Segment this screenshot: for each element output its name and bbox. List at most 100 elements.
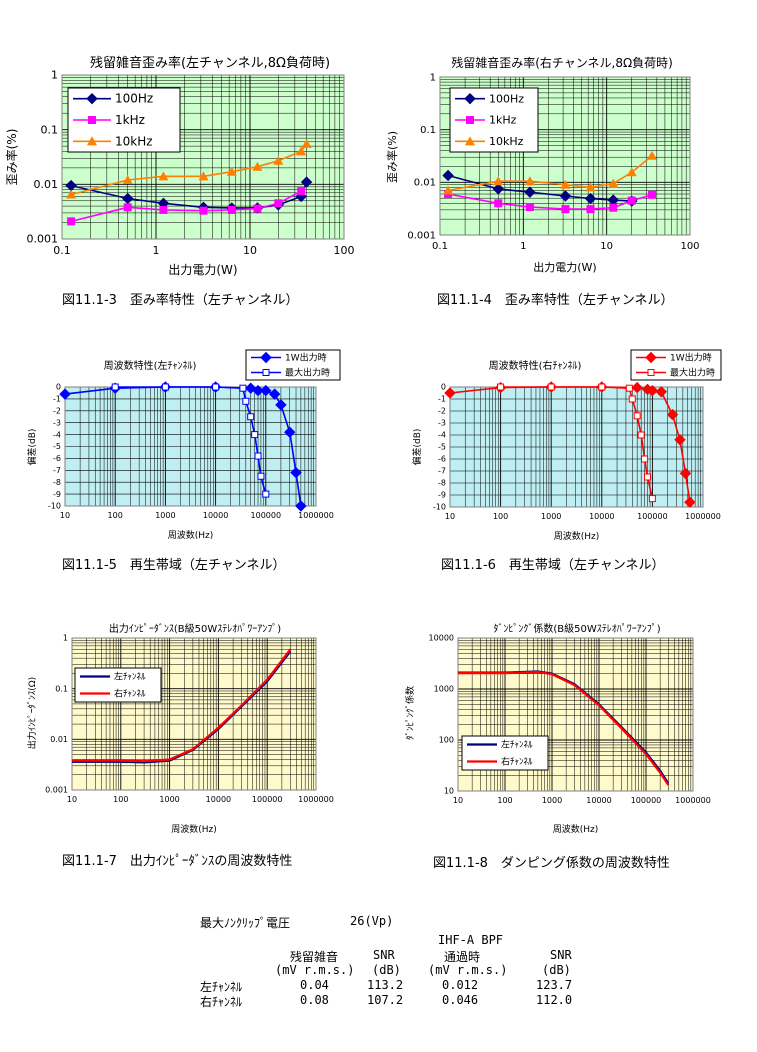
data-point xyxy=(655,386,668,398)
legend-label: 右ﾁｬﾝﾈﾙ xyxy=(501,756,533,768)
legend-label: 右ﾁｬﾝﾈﾙ xyxy=(114,688,146,700)
data-point xyxy=(227,205,236,214)
data-point xyxy=(679,467,692,480)
y-tick-label: -1 xyxy=(53,395,61,404)
col-header-noise: 残留雑音 xyxy=(290,950,339,964)
data-point xyxy=(268,388,281,400)
y-tick-label: -8 xyxy=(53,478,61,487)
data-point xyxy=(159,205,168,214)
legend-label: 100Hz xyxy=(489,92,524,105)
data-point xyxy=(251,431,259,439)
data-point xyxy=(524,186,536,198)
x-tick-label: 100 xyxy=(497,796,512,805)
data-point xyxy=(598,383,606,391)
data-point xyxy=(296,146,307,156)
series-2 xyxy=(497,383,656,503)
col-header-snr2: SNR xyxy=(550,948,572,962)
data-point xyxy=(123,203,132,212)
unit-snr: (dB) xyxy=(372,963,401,977)
x-tick-label: 10000 xyxy=(589,512,614,521)
y-tick-label: -3 xyxy=(53,418,61,427)
data-point xyxy=(284,426,296,438)
x-tick-label: 10000 xyxy=(206,795,231,804)
y-tick-label: -2 xyxy=(438,407,446,416)
legend-label: 10kHz xyxy=(115,134,153,148)
x-tick-label: 1 xyxy=(153,244,160,257)
series-line xyxy=(115,386,267,495)
y-axis-label: 出力ｲﾝﾋﾟｰﾀﾞﾝｽ(Ω) xyxy=(26,677,38,749)
x-tick-label: 1 xyxy=(520,241,526,252)
figure-caption-freq-right: 図11.1-6 再生帯域（左チャンネル） xyxy=(441,558,665,573)
data-point xyxy=(561,205,570,214)
x-tick-label: 10000 xyxy=(586,796,611,805)
data-point xyxy=(609,203,618,212)
x-tick-label: 0.1 xyxy=(53,244,71,257)
y-tick-label: 1 xyxy=(430,72,436,83)
x-tick-label: 100 xyxy=(108,511,123,520)
data-point xyxy=(584,192,597,205)
noise-value: 0.04 xyxy=(300,978,329,992)
legend-label: 左ﾁｬﾝﾈﾙ xyxy=(501,739,533,751)
unit-noise: (mV r.m.s.) xyxy=(275,963,355,977)
data-point xyxy=(59,388,71,400)
data-point xyxy=(260,384,272,397)
series-3 xyxy=(66,138,312,199)
x-tick-label: 100000 xyxy=(251,511,282,520)
x-tick-label: 1000 xyxy=(159,795,179,804)
chart-imp: 出力ｲﾝﾋﾟｰﾀﾞﾝｽ(B級50Wｽﾃﾚｵﾊﾟﾜｰｱﾝﾌﾟ) 10 100 1000 1… xyxy=(26,622,334,835)
data-point xyxy=(443,185,454,195)
y-tick-label: -8 xyxy=(438,479,446,488)
data-point xyxy=(674,434,686,446)
data-point xyxy=(111,383,119,391)
x-tick-label: 10000 xyxy=(203,511,228,520)
y-tick-label: -9 xyxy=(53,490,61,499)
x-axis-label: 周波数(Hz) xyxy=(553,823,599,835)
y-tick-label: -5 xyxy=(438,443,446,452)
legend-label: 10kHz xyxy=(489,135,524,148)
chart-damp: ﾀﾞﾝﾋﾟﾝｸﾞ係数(B級50Wｽﾃﾚｵﾊﾟﾜｰｱﾝﾌﾟ) 10 100 1000 10… xyxy=(404,622,711,835)
x-axis-label: 周波数(Hz) xyxy=(171,823,217,835)
legend-marker xyxy=(88,116,96,124)
chart-dist-left: 残留雑音歪み率(左チャンネル,8Ω負荷時) 0.1 1 10 100 0.001 0.01 0… xyxy=(4,55,355,277)
y-tick-label: -2 xyxy=(53,406,61,415)
data-point xyxy=(627,196,636,205)
y-tick-label: 0.1 xyxy=(41,123,59,136)
snr-value: 113.2 xyxy=(367,978,404,992)
plot-border xyxy=(61,74,345,240)
data-point xyxy=(444,387,456,399)
snr-value: 107.2 xyxy=(367,993,404,1007)
data-point xyxy=(646,384,659,397)
data-point xyxy=(633,412,641,420)
data-point xyxy=(274,199,283,208)
x-axis-label: 周波数(Hz) xyxy=(168,529,214,541)
y-tick-label: 100 xyxy=(439,736,454,745)
data-point xyxy=(641,455,649,463)
x-tick-label: 100 xyxy=(680,241,699,252)
x-tick-label: 1000000 xyxy=(675,796,711,805)
data-point xyxy=(66,189,77,199)
y-axis-label: 歪み率(%) xyxy=(385,131,399,183)
y-tick-label: 0 xyxy=(56,383,61,392)
series-2 xyxy=(72,648,292,763)
y-tick-label: 10000 xyxy=(429,634,454,643)
y-tick-label: 0.01 xyxy=(414,178,436,189)
data-point xyxy=(300,176,313,188)
data-point xyxy=(198,171,209,181)
data-point xyxy=(254,452,262,460)
series-line xyxy=(72,648,292,763)
data-point xyxy=(442,169,454,182)
y-tick-label: 0.001 xyxy=(27,233,59,246)
x-tick-label: 1000000 xyxy=(685,512,721,521)
data-point xyxy=(262,490,270,498)
legend-label: 100Hz xyxy=(115,92,153,106)
series-line xyxy=(500,386,654,499)
legend-label: 1W出力時 xyxy=(670,352,712,364)
legend-label: 左ﾁｬﾝﾈﾙ xyxy=(114,671,146,683)
figure-caption-damp: 図11.1-8 ダンピング係数の周波数特性 xyxy=(433,856,670,871)
y-tick-label: -3 xyxy=(438,419,446,428)
legend-box xyxy=(245,349,341,381)
data-point xyxy=(666,408,679,421)
legend-box xyxy=(461,735,549,771)
y-axis-label: 偏差(dB) xyxy=(26,429,38,466)
